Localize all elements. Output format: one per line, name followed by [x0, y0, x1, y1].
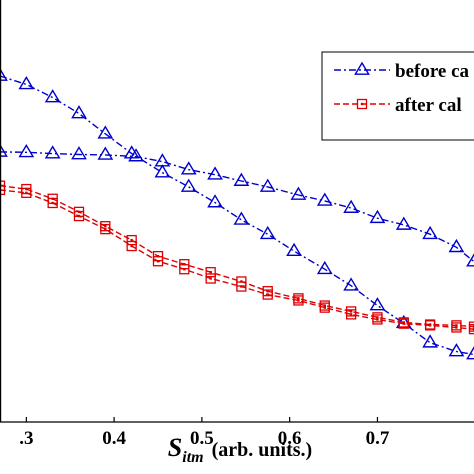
series-2-point [47, 193, 58, 204]
series-1-point [422, 225, 438, 240]
series-2-point [398, 317, 409, 328]
series-1-point [0, 67, 8, 81]
series-1-point [422, 334, 438, 348]
series-2-point [468, 321, 474, 332]
series-2-point [293, 293, 304, 304]
series-1-point [233, 172, 250, 186]
legend-item-1: before ca [334, 61, 470, 82]
x-tick-label: 0.7 [366, 428, 390, 449]
series-1-point [343, 199, 359, 213]
series-1-point [18, 143, 35, 158]
series-1-point [286, 242, 302, 256]
x-axis-label-symbol: S [168, 433, 182, 462]
x-axis-label-subscript: itm [182, 449, 203, 466]
series-2-point [319, 300, 330, 311]
series-1-point [259, 225, 276, 240]
series-1-point [180, 161, 197, 175]
series-1-point [290, 186, 307, 200]
legend-marker [356, 98, 368, 110]
series-2-point [152, 251, 164, 262]
series-1-point [395, 216, 412, 230]
series-1-point [71, 146, 87, 160]
series-1-point [233, 211, 250, 225]
series-2-point [451, 320, 462, 331]
x-tick-label: .3 [19, 428, 33, 449]
series-1-point [369, 297, 386, 311]
series-1-point [0, 143, 8, 157]
series-1-point [448, 238, 465, 253]
series-2-point [73, 206, 85, 217]
series-2-point [262, 286, 273, 297]
series-1-point [448, 343, 465, 357]
legend-box [321, 51, 474, 141]
legend-label: after cal [395, 95, 462, 116]
series-layer [0, 67, 474, 360]
x-tick-label: 0.6 [278, 428, 302, 449]
x-tick-label: 0.4 [102, 428, 126, 449]
series-2-point [424, 319, 436, 330]
series-2-point [100, 221, 111, 232]
series-2-branch-1-line [0, 189, 474, 330]
series-2-point [236, 276, 247, 287]
series-2-point [126, 240, 137, 252]
series-2 [0, 180, 474, 335]
series-1-point [316, 260, 333, 275]
series-1-point [180, 178, 197, 192]
series-1-point [316, 192, 333, 206]
series-1-point [343, 277, 359, 291]
series-2-point [179, 259, 190, 270]
series-1-point [97, 146, 114, 160]
x-axis-label-units: (arb. units.) [212, 439, 313, 461]
series-2-branch-2-line [0, 185, 474, 328]
legend: before ca after cal [321, 51, 474, 141]
series-1-point [97, 125, 114, 139]
legend-item-2: after cal [334, 95, 462, 116]
legend-label: before ca [395, 61, 470, 82]
series-1-point [369, 209, 386, 224]
series-1-point [259, 178, 276, 192]
series-2-point [126, 234, 137, 246]
series-1-branch-2-line [0, 151, 474, 263]
series-2-point [345, 306, 357, 317]
series-1-point [128, 148, 144, 162]
series-2-point [205, 267, 216, 278]
series-1-point [18, 76, 35, 90]
series-1-point [466, 346, 474, 360]
series-1-point [466, 253, 474, 267]
x-axis-label: Sitm (arb. units.) [168, 433, 312, 466]
series-1-point [44, 145, 61, 159]
series-2-point [205, 273, 216, 284]
series-2-point [21, 183, 32, 195]
series-1-point [207, 166, 223, 180]
series-2-point [372, 312, 383, 323]
series-1-point [207, 194, 223, 208]
legend-marker [354, 61, 370, 75]
series-1-point [154, 153, 171, 167]
series-1-point [71, 105, 87, 119]
series-1-point [154, 164, 171, 178]
x-tick-label: 0.5 [190, 428, 214, 449]
x-axis: .3 0.4 0.5 0.6 0.7 [0, 0, 474, 449]
series-1-point [44, 89, 61, 103]
